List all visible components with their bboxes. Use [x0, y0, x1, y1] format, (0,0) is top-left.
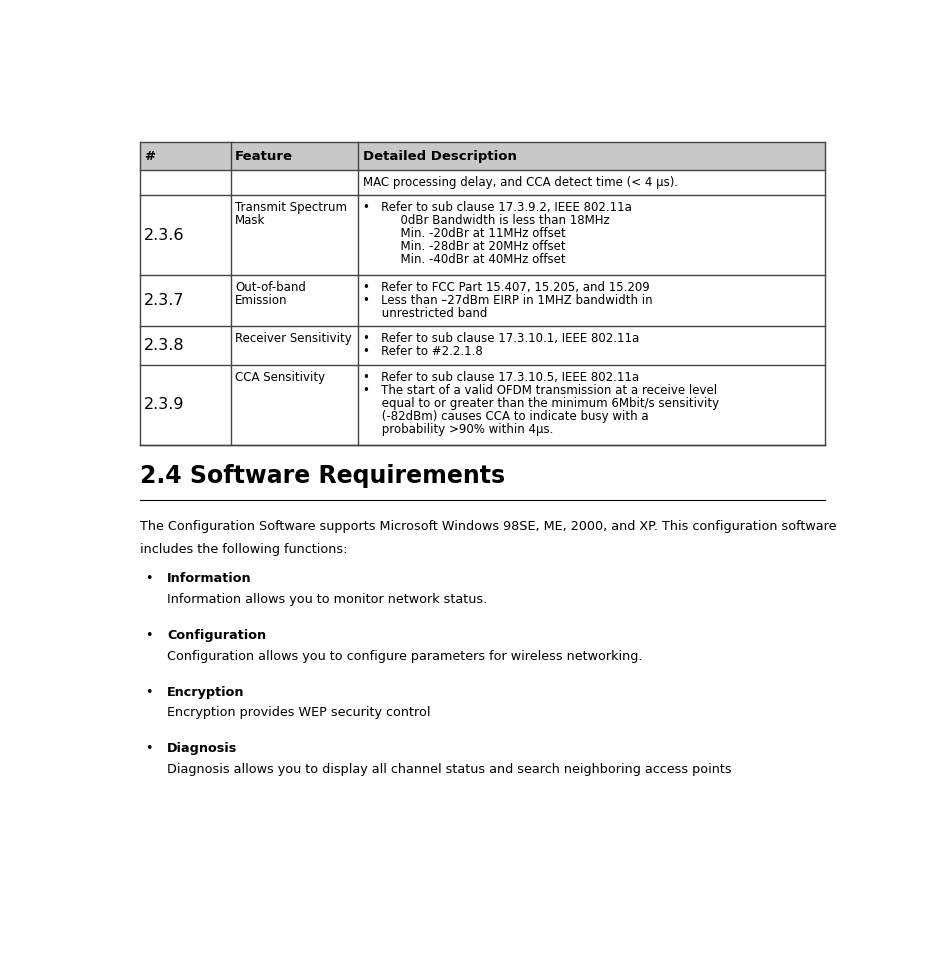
Text: Information: Information [167, 572, 252, 585]
Text: Min. -40dBr at 40MHz offset: Min. -40dBr at 40MHz offset [362, 253, 566, 266]
Text: MAC processing delay, and CCA detect time (< 4 μs).: MAC processing delay, and CCA detect tim… [362, 176, 678, 190]
Text: 2.3.7: 2.3.7 [144, 293, 184, 308]
Bar [139, 276, 825, 326]
Text: Configuration: Configuration [167, 630, 266, 642]
Text: Out-of-band: Out-of-band [235, 281, 306, 294]
Text: •: • [145, 743, 152, 755]
Text: Encryption: Encryption [167, 686, 245, 698]
Text: •   Refer to sub clause 17.3.9.2, IEEE 802.11a: • Refer to sub clause 17.3.9.2, IEEE 802… [362, 201, 631, 214]
Text: •: • [145, 572, 152, 585]
Bar [139, 326, 825, 365]
Text: Detailed Description: Detailed Description [362, 150, 517, 162]
Text: Configuration allows you to configure parameters for wireless networking.: Configuration allows you to configure pa… [167, 650, 643, 663]
Text: •   Refer to sub clause 17.3.10.5, IEEE 802.11a: • Refer to sub clause 17.3.10.5, IEEE 80… [362, 370, 639, 384]
Text: Feature: Feature [235, 150, 293, 162]
Text: (-82dBm) causes CCA to indicate busy with a: (-82dBm) causes CCA to indicate busy wit… [362, 410, 648, 423]
Text: 2.3.9: 2.3.9 [144, 397, 184, 413]
Text: Emission: Emission [235, 294, 288, 308]
Text: unrestricted band: unrestricted band [362, 308, 487, 320]
Text: Receiver Sensitivity: Receiver Sensitivity [235, 332, 352, 345]
Text: Mask: Mask [235, 214, 265, 227]
Text: •   The start of a valid OFDM transmission at a receive level: • The start of a valid OFDM transmission… [362, 384, 717, 396]
Text: 0dBr Bandwidth is less than 18MHz: 0dBr Bandwidth is less than 18MHz [362, 214, 610, 227]
Text: •   Refer to #2.2.1.8: • Refer to #2.2.1.8 [362, 345, 483, 358]
Text: Encryption provides WEP security control: Encryption provides WEP security control [167, 707, 431, 719]
Text: Information allows you to monitor network status.: Information allows you to monitor networ… [167, 594, 487, 606]
Text: •   Refer to sub clause 17.3.10.1, IEEE 802.11a: • Refer to sub clause 17.3.10.1, IEEE 80… [362, 332, 639, 345]
Text: #: # [144, 150, 155, 162]
Text: •: • [145, 686, 152, 698]
Text: CCA Sensitivity: CCA Sensitivity [235, 370, 326, 384]
Text: 2.3.8: 2.3.8 [144, 337, 184, 353]
Text: •   Refer to FCC Part 15.407, 15.205, and 15.209: • Refer to FCC Part 15.407, 15.205, and … [362, 281, 649, 294]
Text: 2.4 Software Requirements: 2.4 Software Requirements [139, 464, 504, 487]
Text: Min. -28dBr at 20MHz offset: Min. -28dBr at 20MHz offset [362, 240, 566, 253]
Text: equal to or greater than the minimum 6Mbit/s sensitivity: equal to or greater than the minimum 6Mb… [362, 396, 719, 410]
Text: •: • [145, 630, 152, 642]
Text: •   Less than –27dBm EIRP in 1MHZ bandwidth in: • Less than –27dBm EIRP in 1MHZ bandwidt… [362, 294, 652, 308]
Text: The Configuration Software supports Microsoft Windows 98SE, ME, 2000, and XP. Th: The Configuration Software supports Micr… [139, 520, 836, 534]
Text: Diagnosis allows you to display all channel status and search neighboring access: Diagnosis allows you to display all chan… [167, 763, 732, 777]
Bar [139, 365, 825, 445]
Text: includes the following functions:: includes the following functions: [139, 542, 347, 556]
Text: 2.3.6: 2.3.6 [144, 227, 184, 243]
Text: Min. -20dBr at 11MHz offset: Min. -20dBr at 11MHz offset [362, 227, 566, 240]
Text: probability >90% within 4μs.: probability >90% within 4μs. [362, 423, 553, 436]
Bar [139, 170, 825, 195]
Text: Diagnosis: Diagnosis [167, 743, 237, 755]
Bar [139, 195, 825, 276]
Bar [139, 142, 825, 170]
Text: Transmit Spectrum: Transmit Spectrum [235, 201, 347, 214]
